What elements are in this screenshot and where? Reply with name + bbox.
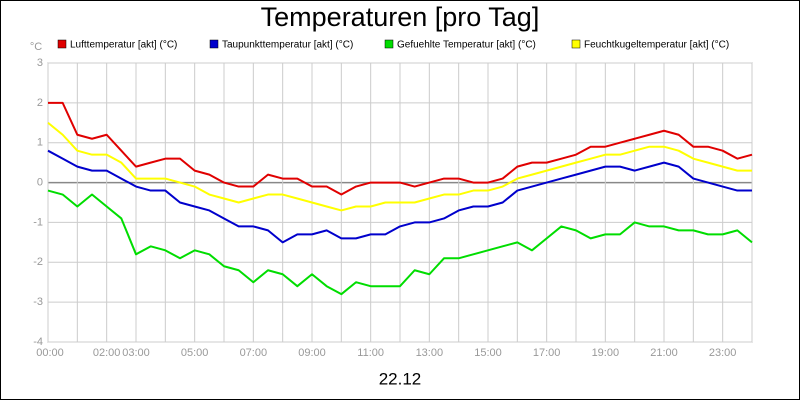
x-tick-label: 02:00 [93, 347, 121, 359]
legend-swatch [209, 39, 219, 49]
chart-title: Temperaturen [pro Tag] [261, 2, 540, 32]
y-tick-label: -4 [33, 336, 43, 348]
x-tick-label: 03:00 [122, 347, 150, 359]
legend-swatch [571, 39, 581, 49]
legend-swatch [384, 39, 394, 49]
series-line [48, 101, 753, 196]
legend-label: Feuchtkugeltemperatur [akt] (°C) [584, 40, 729, 51]
x-tick-label: 13:00 [416, 347, 444, 359]
legend-label: Taupunkttemperatur [akt] (°C) [222, 40, 353, 51]
y-tick-label: -2 [33, 256, 43, 268]
y-tick-label: -1 [33, 216, 43, 228]
x-tick-label: 11:00 [357, 347, 384, 359]
legend-label: Lufttemperatur [akt] (°C) [70, 40, 177, 51]
y-tick-label: 2 [37, 97, 43, 109]
series-line [47, 189, 753, 296]
y-tick-label: 3 [37, 57, 43, 69]
x-tick-label: 21:00 [650, 347, 678, 359]
x-tick-label: 23:00 [709, 347, 737, 359]
x-tick-label: 19:00 [592, 347, 620, 359]
series-line [47, 149, 752, 244]
x-tick-label: 07:00 [240, 347, 268, 359]
legend-swatch [57, 39, 67, 49]
x-tick-label: 00:00 [36, 347, 64, 359]
x-tick-label: 15:00 [474, 347, 502, 359]
x-axis-label: 22.12 [379, 369, 422, 388]
y-tick-label: 1 [37, 137, 43, 149]
y-axis-label: °C [30, 41, 42, 53]
y-tick-label: -3 [33, 296, 43, 308]
x-tick-label: 17:00 [533, 347, 561, 359]
series-line [47, 122, 752, 212]
x-tick-label: 05:00 [181, 347, 209, 359]
x-tick-label: 09:00 [298, 347, 326, 359]
y-tick-label: 0 [37, 176, 43, 188]
legend-label: Gefuehlte Temperatur [akt] (°C) [397, 40, 536, 51]
